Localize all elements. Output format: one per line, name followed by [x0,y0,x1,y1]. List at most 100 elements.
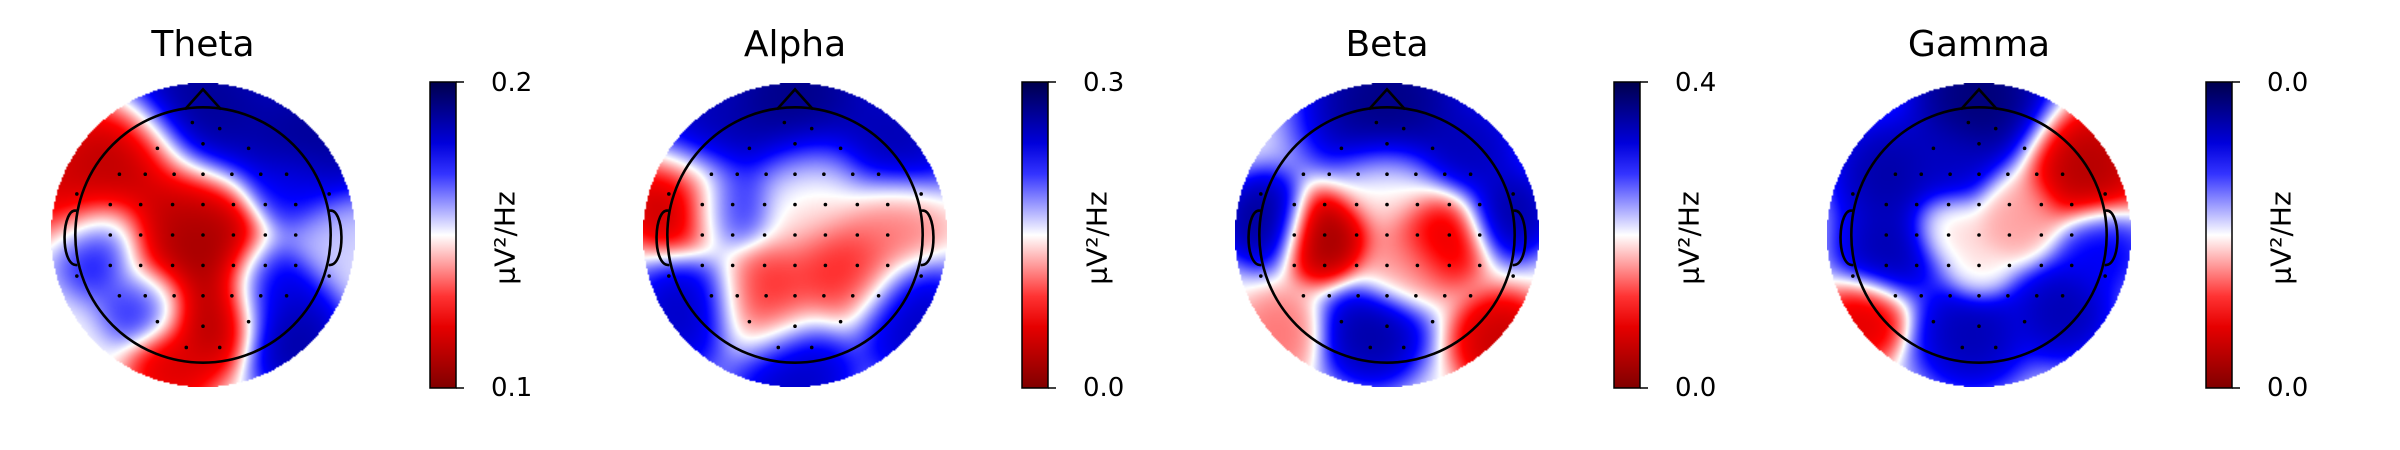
sensor-dot [730,263,735,268]
sensor-dot [793,172,797,176]
sensor-dot [855,202,860,207]
sensor-dot [1301,294,1306,298]
topomap-svg [1827,81,2240,389]
sensor-dot [782,120,787,125]
sensor-dot [1259,274,1263,278]
panel-title: Beta [1345,24,1429,65]
sensor-dot [1946,202,1951,207]
sensor-dot [231,202,236,207]
sensor-dot [762,233,767,237]
sensor-dot [764,172,768,176]
sensor-dot [258,294,263,298]
sensor-dot [1447,263,1452,268]
sensor-dot [1385,142,1389,146]
sensor-dot [1414,294,1418,298]
sensor-dot [1385,263,1389,268]
sensor-dot [1415,233,1420,237]
sensor-dot [793,263,797,268]
sensor-dot [1401,345,1406,350]
sensor-dot [1385,324,1389,329]
sensor-dot [75,192,79,196]
sensor-dot [170,263,175,268]
sensor-dot [1960,345,1965,350]
colorbar-min-label: 0.0 [2267,373,2309,403]
sensor-dot [1385,172,1389,176]
sensor-dot [293,233,298,237]
colorbar [429,81,457,389]
sensor-dot [709,172,714,176]
sensor-dot [855,233,860,237]
sensor-dot [919,192,923,196]
sensor-dot [1354,233,1359,237]
sensor-dot [284,294,289,298]
sensor-dot [1931,146,1936,151]
sensor-dot [1884,202,1889,207]
nose-outline [1368,87,1406,111]
sensor-dot [1884,233,1889,237]
sensor-dot [1374,120,1379,125]
sensor-dot [1430,319,1435,324]
sensor-dot [793,142,797,146]
sensor-dot [1442,294,1447,298]
sensor-dot [1442,172,1447,176]
sensor-dot [201,324,205,329]
sensor-dot [293,263,298,268]
colorbar-unit-label: µV²/Hz [1080,191,1114,285]
right-ear-outline [1512,209,1527,267]
sensor-dot [170,233,175,237]
sensor-dot [730,202,735,207]
left-ear-outline [1839,209,1854,267]
sensor-dot [231,233,236,237]
left-ear-outline [1247,209,1262,267]
sensor-dot [1946,233,1951,237]
sensor-dot [1385,294,1389,298]
sensor-dot [2060,172,2065,176]
sensor-dot [1292,233,1297,237]
colorbar [1021,81,1049,389]
right-ear-outline [328,209,343,267]
sensor-dot [2006,172,2010,176]
topomap-svg [51,81,464,389]
sensor-dot [2103,192,2107,196]
sensor-dot [823,263,828,268]
colorbar-min-label: 0.1 [491,373,533,403]
sensor-dot [201,263,205,268]
sensor-dot [1919,294,1924,298]
panel-title: Theta [151,24,255,65]
colorbar [2205,81,2233,389]
sensor-dot [793,202,797,207]
sensor-dot [117,294,122,298]
sensor-dot [838,319,843,324]
topomap-svg [1235,81,1648,389]
sensor-dot [850,172,855,176]
sensor-dot [809,345,814,350]
sensor-dot [1327,172,1332,176]
sensor-dot [1993,126,1998,131]
sensor-dot [138,263,143,268]
sensor-dot [172,172,176,176]
sensor-dot [1511,274,1515,278]
sensor-dot [885,263,890,268]
sensor-dot [327,274,331,278]
sensor-dot [263,202,268,207]
sensor-dot [143,294,148,298]
sensor-dot [201,202,205,207]
sensor-dot [2007,233,2012,237]
sensor-dot [231,263,236,268]
sensor-dot [1914,233,1919,237]
sensor-dot [1893,294,1898,298]
nose-outline [776,87,814,111]
sensor-dot [1977,294,1981,298]
head-outline [666,106,924,364]
sensor-dot [793,233,797,237]
sensor-dot [823,233,828,237]
sensor-dot [700,202,705,207]
sensor-dot [184,345,189,350]
head-outline [1850,106,2108,364]
sensor-dot [1259,192,1263,196]
sensor-dot [1893,172,1898,176]
sensor-dot [2022,146,2027,151]
sensor-dot [1447,202,1452,207]
sensor-dot [1339,146,1344,151]
sensor-dot [2039,233,2044,237]
